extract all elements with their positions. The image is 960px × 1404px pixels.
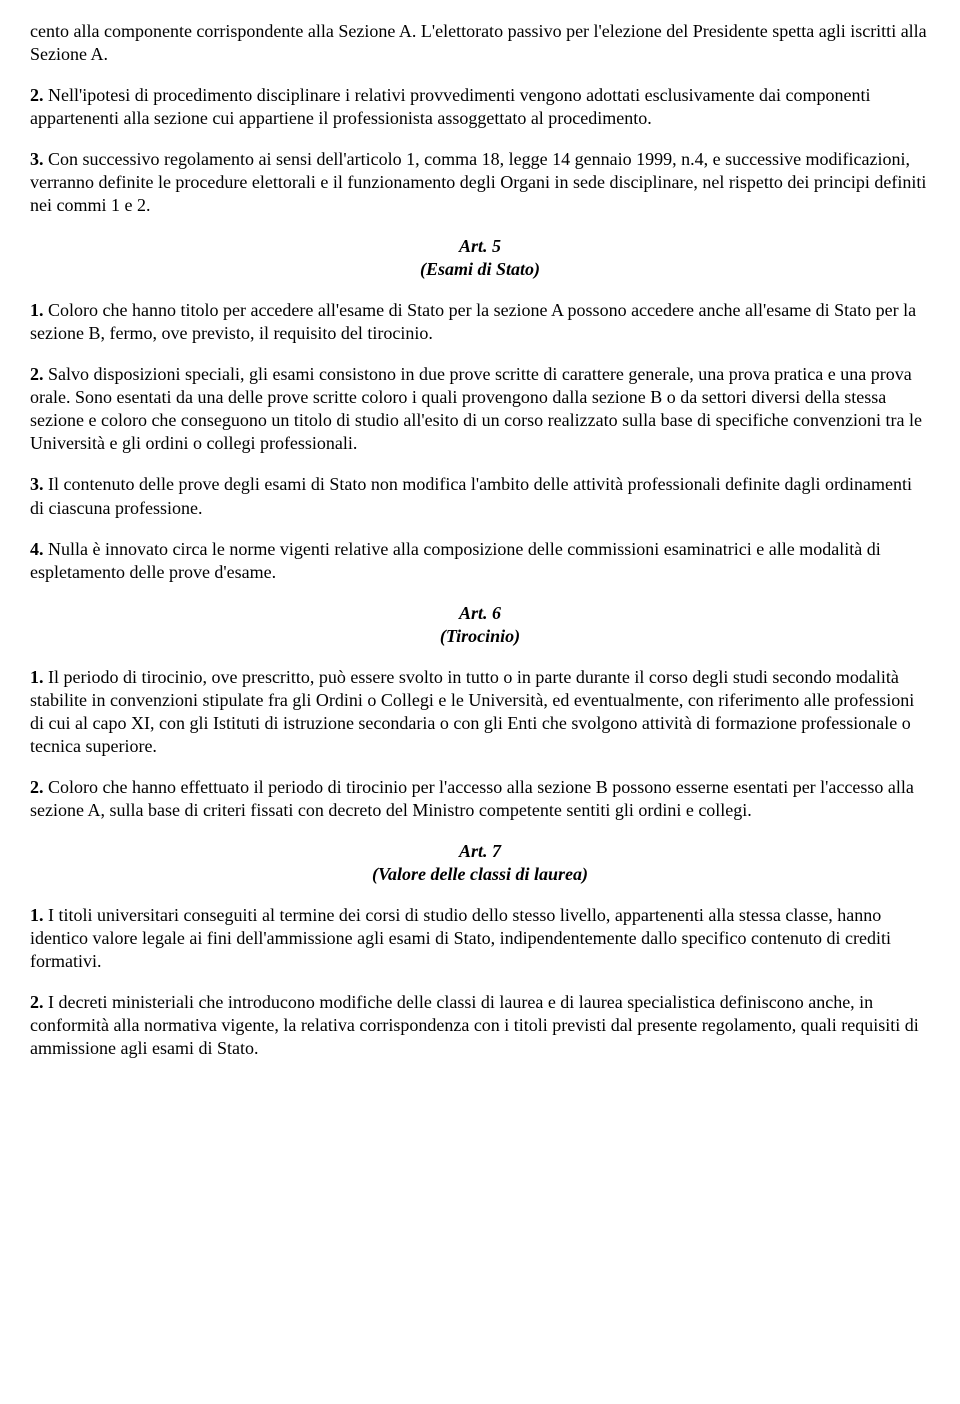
art7-subtitle: (Valore delle classi di laurea)	[30, 863, 930, 886]
art5-p3-text: Il contenuto delle prove degli esami di …	[30, 474, 912, 517]
art6-p2: 2. Coloro che hanno effettuato il period…	[30, 776, 930, 822]
art5-p1: 1. Coloro che hanno titolo per accedere …	[30, 299, 930, 345]
paragraph-3-num: 3.	[30, 149, 44, 169]
art5-p4-text: Nulla è innovato circa le norme vigenti …	[30, 539, 881, 582]
art5-heading: Art. 5	[30, 235, 930, 258]
paragraph-3: 3. Con successivo regolamento ai sensi d…	[30, 148, 930, 217]
art5-p1-text: Coloro che hanno titolo per accedere all…	[30, 300, 916, 343]
art6-p1: 1. Il periodo di tirocinio, ove prescrit…	[30, 666, 930, 758]
art5-p3-num: 3.	[30, 474, 44, 494]
art5-p2-text: Salvo disposizioni speciali, gli esami c…	[30, 364, 922, 453]
paragraph-3-text: Con successivo regolamento ai sensi dell…	[30, 149, 926, 215]
art7-p1-text: I titoli universitari conseguiti al term…	[30, 905, 891, 971]
art7-p1-num: 1.	[30, 905, 44, 925]
art6-p2-num: 2.	[30, 777, 44, 797]
art6-heading: Art. 6	[30, 602, 930, 625]
paragraph-2-text: Nell'ipotesi di procedimento disciplinar…	[30, 85, 871, 128]
paragraph-intro: cento alla componente corrispondente all…	[30, 20, 930, 66]
art7-p2-text: I decreti ministeriali che introducono m…	[30, 992, 919, 1058]
art6-subtitle: (Tirocinio)	[30, 625, 930, 648]
art5-p3: 3. Il contenuto delle prove degli esami …	[30, 473, 930, 519]
art6-p1-num: 1.	[30, 667, 44, 687]
paragraph-2-num: 2.	[30, 85, 44, 105]
art6-p1-text: Il periodo di tirocinio, ove prescritto,…	[30, 667, 914, 756]
art5-p4: 4. Nulla è innovato circa le norme vigen…	[30, 538, 930, 584]
paragraph-2: 2. Nell'ipotesi di procedimento discipli…	[30, 84, 930, 130]
art7-p2-num: 2.	[30, 992, 44, 1012]
art6-p2-text: Coloro che hanno effettuato il periodo d…	[30, 777, 914, 820]
art5-p4-num: 4.	[30, 539, 44, 559]
art7-p2: 2. I decreti ministeriali che introducon…	[30, 991, 930, 1060]
art5-p2-num: 2.	[30, 364, 44, 384]
art7-p1: 1. I titoli universitari conseguiti al t…	[30, 904, 930, 973]
art7-heading: Art. 7	[30, 840, 930, 863]
art5-subtitle: (Esami di Stato)	[30, 258, 930, 281]
art5-p2: 2. Salvo disposizioni speciali, gli esam…	[30, 363, 930, 455]
art5-p1-num: 1.	[30, 300, 44, 320]
